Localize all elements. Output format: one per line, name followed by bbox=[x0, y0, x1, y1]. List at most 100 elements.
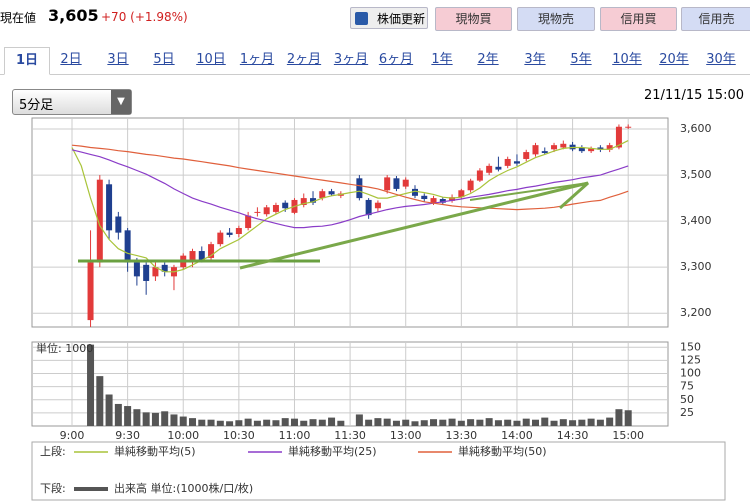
period-tab[interactable]: 10年 bbox=[612, 52, 642, 67]
x-tick-label: 13:30 bbox=[445, 429, 477, 442]
volume-bar bbox=[392, 420, 400, 426]
candle-body bbox=[198, 251, 205, 261]
x-tick-label: 13:00 bbox=[390, 429, 422, 442]
period-tab[interactable]: 30年 bbox=[706, 52, 736, 67]
period-tab[interactable]: 3年 bbox=[524, 52, 546, 67]
candle-body bbox=[439, 199, 446, 203]
volume-bar bbox=[328, 417, 336, 426]
volume-bar bbox=[151, 412, 159, 426]
refresh-text: 株価更新 bbox=[376, 12, 425, 26]
volume-bar bbox=[430, 419, 438, 426]
period-tab[interactable]: 10日 bbox=[196, 52, 226, 67]
period-tab[interactable]: 2日 bbox=[60, 52, 82, 67]
candle-body bbox=[560, 143, 567, 148]
plot: 3,200 3,300 3,400 3,500 3,600 255075100125150… bbox=[32, 118, 712, 442]
period-tab[interactable]: 1年 bbox=[431, 52, 453, 67]
period-tab[interactable]: 2年 bbox=[477, 52, 499, 67]
candle-body bbox=[421, 195, 428, 200]
volume-bar bbox=[263, 419, 271, 426]
margin-sell-button[interactable]: 信用売 bbox=[681, 7, 750, 31]
legend-label: 単純移動平均(25) bbox=[288, 444, 377, 458]
y-tick-label: 150 bbox=[680, 340, 701, 353]
spot-buy-button[interactable]: 現物買 bbox=[435, 7, 512, 31]
candle-body bbox=[217, 232, 224, 245]
volume-bar bbox=[476, 419, 484, 426]
candle-body bbox=[578, 147, 585, 152]
period-tab[interactable]: 5年 bbox=[570, 52, 592, 67]
volume-bar bbox=[114, 403, 122, 426]
candle-body bbox=[532, 145, 539, 155]
volume-bar bbox=[587, 418, 595, 426]
candle-body bbox=[588, 148, 595, 152]
period-tab[interactable]: 1ヶ月 bbox=[239, 52, 275, 67]
candle-body bbox=[393, 178, 400, 189]
candle-body bbox=[402, 179, 409, 187]
candle-body bbox=[365, 199, 372, 216]
spot-sell-button[interactable]: 現物売 bbox=[517, 7, 595, 31]
x-tick-label: 11:00 bbox=[279, 429, 311, 442]
period-tab[interactable]: 6ヶ月 bbox=[378, 52, 414, 67]
period-tab[interactable]: 3ヶ月 bbox=[333, 52, 369, 67]
volume-unit: 単位: 1000 bbox=[36, 341, 93, 355]
period-tab[interactable]: 5日 bbox=[153, 52, 175, 67]
current-price: 3,605 bbox=[48, 6, 99, 25]
volume-bar bbox=[411, 421, 419, 426]
candle-body bbox=[476, 170, 483, 181]
candle-body bbox=[513, 161, 520, 164]
volume-bar bbox=[420, 420, 428, 426]
volume-bar bbox=[383, 418, 391, 426]
ma-line bbox=[71, 144, 629, 211]
y-tick-label: 3,600 bbox=[680, 122, 712, 135]
period-tab[interactable]: 2ヶ月 bbox=[286, 52, 322, 67]
volume-bar bbox=[522, 418, 530, 426]
candle-body bbox=[106, 184, 113, 231]
ma-line bbox=[71, 140, 629, 273]
volume-bar bbox=[235, 420, 243, 426]
x-tick-label: 9:30 bbox=[115, 429, 140, 442]
ma-line bbox=[71, 149, 629, 229]
candle-body bbox=[458, 190, 465, 198]
candle-body bbox=[245, 215, 252, 229]
x-tick-label: 9:00 bbox=[60, 429, 85, 442]
period-tab[interactable]: 1日 bbox=[4, 47, 50, 75]
interval-select[interactable]: 5分足 ▼ bbox=[12, 89, 132, 115]
volume-bar bbox=[467, 419, 475, 426]
refresh-button[interactable]: 株価更新 bbox=[350, 7, 428, 29]
x-tick-label: 11:30 bbox=[334, 429, 366, 442]
legend-box bbox=[31, 441, 726, 501]
x-tick-label: 14:30 bbox=[557, 429, 589, 442]
period-tab[interactable]: 20年 bbox=[659, 52, 689, 67]
volume-bar bbox=[457, 420, 465, 426]
volume-bar bbox=[624, 410, 632, 426]
margin-buy-button[interactable]: 信用買 bbox=[600, 7, 677, 31]
candle-body bbox=[319, 191, 326, 199]
volume-bar bbox=[161, 411, 169, 426]
volume-bar bbox=[272, 420, 280, 426]
tab-divider bbox=[0, 74, 750, 75]
volume-bar bbox=[541, 417, 549, 426]
legend-lower: 下段: bbox=[40, 481, 66, 495]
candle-body bbox=[300, 198, 307, 206]
volume-bar bbox=[578, 419, 586, 426]
y-tick-label: 25 bbox=[680, 406, 694, 419]
candle-body bbox=[615, 126, 622, 148]
y-tick-label: 3,200 bbox=[680, 306, 712, 319]
period-tab[interactable]: 3日 bbox=[107, 52, 129, 67]
price-label: 現在値 bbox=[0, 11, 37, 25]
candle-body bbox=[208, 244, 215, 258]
volume-bar bbox=[105, 394, 113, 426]
y-tick-label: 75 bbox=[680, 380, 694, 393]
candle-body bbox=[124, 230, 131, 263]
x-tick-label: 14:00 bbox=[501, 429, 533, 442]
volume-bar bbox=[216, 420, 224, 426]
candle-body bbox=[235, 228, 242, 235]
candle-body bbox=[263, 207, 270, 215]
volume-bar bbox=[309, 419, 317, 426]
volume-bar bbox=[253, 420, 261, 426]
candle-body bbox=[541, 151, 548, 153]
volume-bar bbox=[504, 419, 512, 426]
volume-bar bbox=[198, 419, 206, 426]
candle-body bbox=[467, 180, 474, 191]
